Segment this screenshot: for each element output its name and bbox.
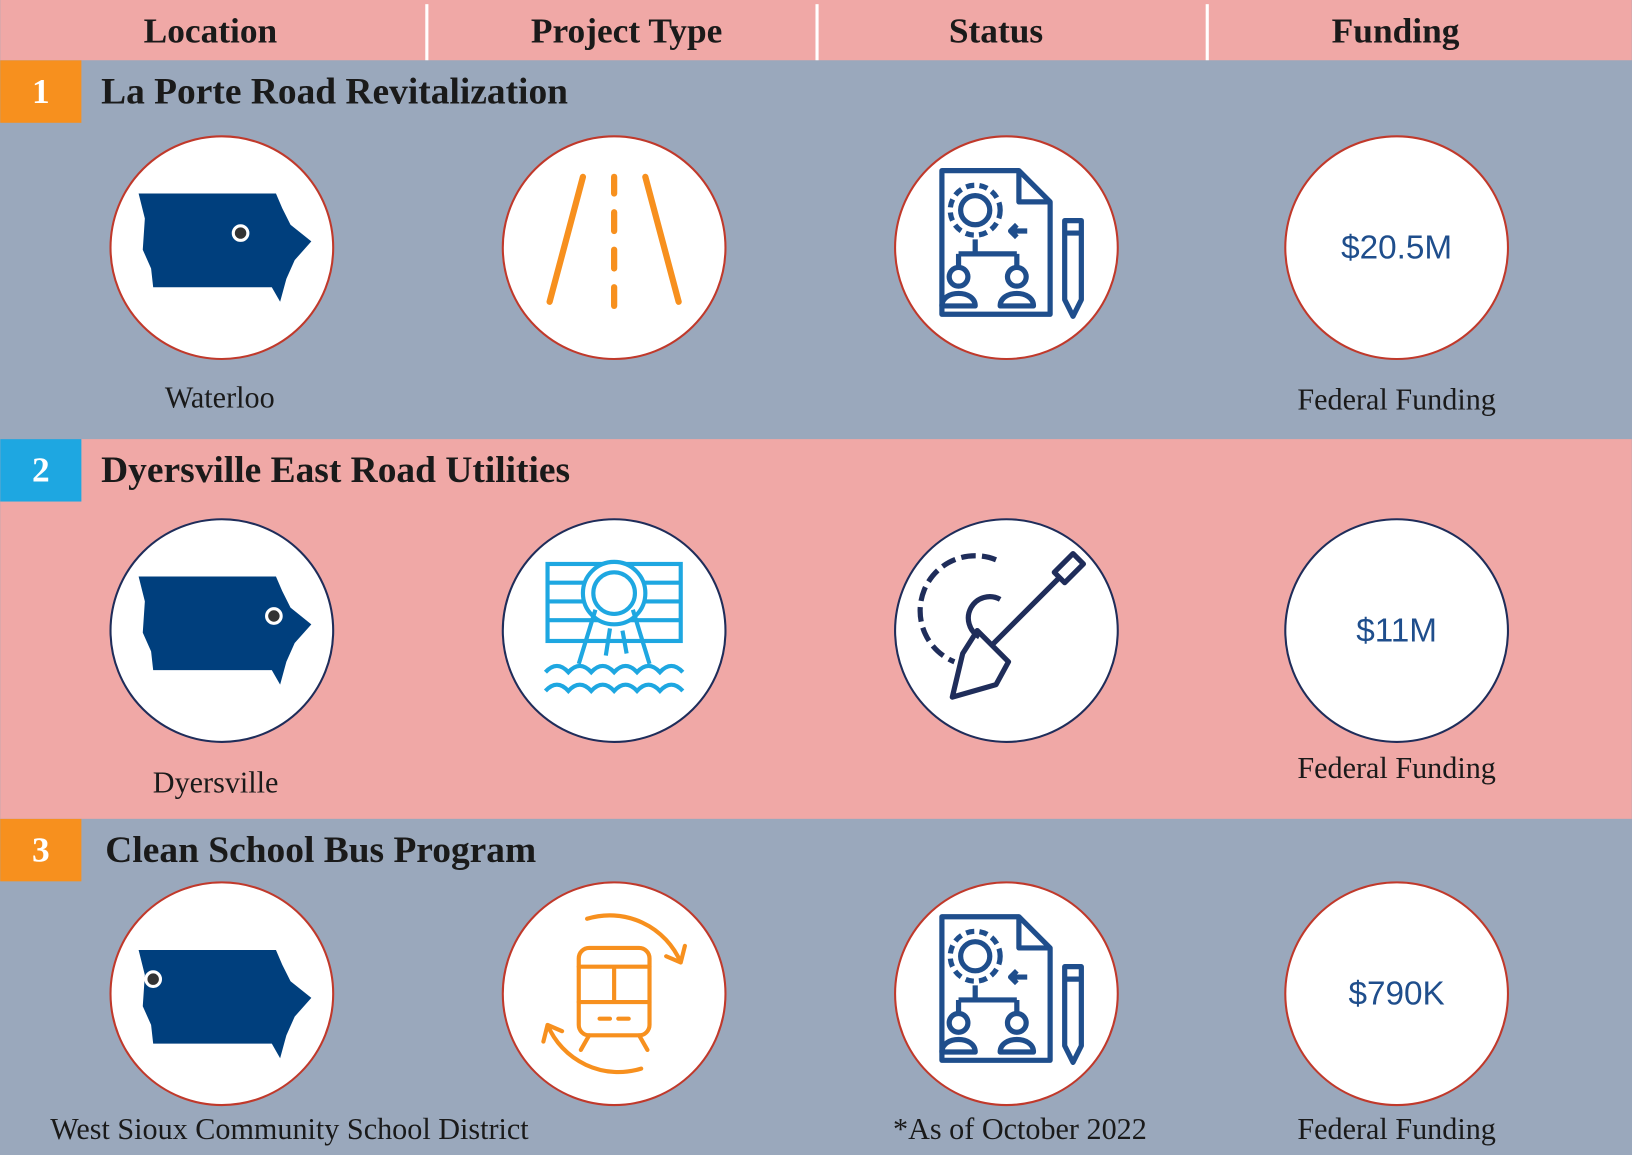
project-title: Clean School Bus Program xyxy=(105,830,536,871)
location-label: Waterloo xyxy=(165,381,275,415)
number-box xyxy=(0,439,82,502)
icon-circle xyxy=(1284,881,1509,1107)
status-note: *As of October 2022 xyxy=(893,1112,1147,1146)
column-header: Status xyxy=(949,10,1043,50)
icon-circle xyxy=(1284,518,1509,743)
location-label: West Sioux Community School District xyxy=(50,1112,529,1146)
row-number: 1 xyxy=(32,71,50,111)
funding-amount: $20.5M xyxy=(1341,230,1452,267)
project-title: La Porte Road Revitalization xyxy=(101,71,568,112)
funding-label: Federal Funding xyxy=(1297,751,1496,785)
funding-amount: $790K xyxy=(1348,976,1444,1013)
number-box xyxy=(0,60,82,123)
row-number: 3 xyxy=(32,829,50,869)
funding-label: Federal Funding xyxy=(1297,383,1496,417)
row-number: 2 xyxy=(32,450,50,490)
location-dot xyxy=(231,224,250,242)
funding-label: Federal Funding xyxy=(1297,1112,1496,1146)
location-label: Dyersville xyxy=(153,766,279,800)
location-dot xyxy=(144,970,163,988)
funding-amount: $11M xyxy=(1356,612,1437,649)
project-title: Dyersville East Road Utilities xyxy=(101,450,570,491)
number-box xyxy=(0,818,82,882)
column-header: Funding xyxy=(1332,10,1460,50)
icon-circle xyxy=(1284,135,1509,361)
column-header: Project Type xyxy=(531,10,722,50)
location-dot xyxy=(265,607,283,625)
icon-circle xyxy=(501,518,727,743)
column-header: Location xyxy=(144,10,278,50)
